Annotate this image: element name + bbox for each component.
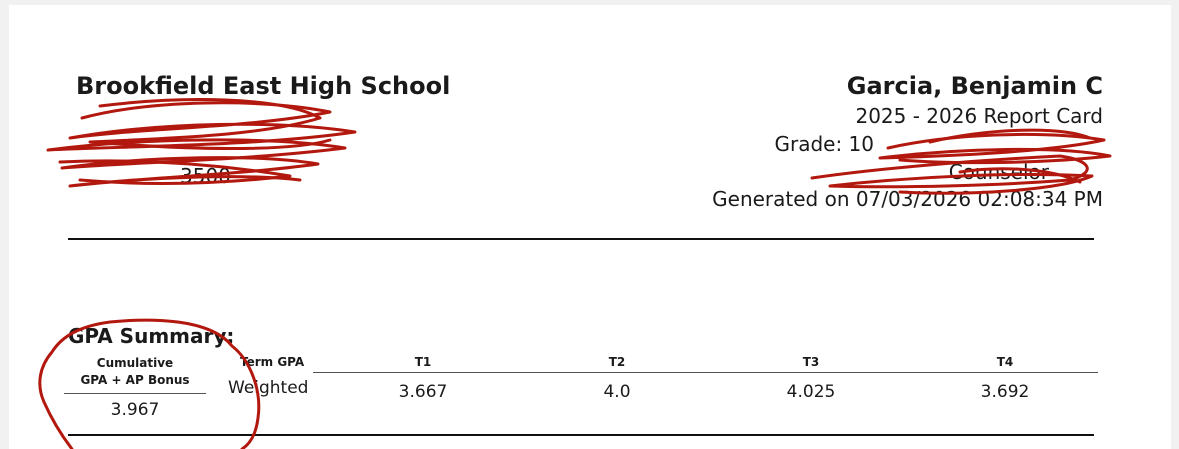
- gpa-section-divider: [68, 434, 1094, 436]
- grade-level: Grade: 10: [774, 132, 874, 156]
- school-phone-fragment: 3500: [180, 164, 231, 188]
- term-value-t4: 3.692: [980, 382, 1030, 402]
- term-header-underline: [313, 372, 1098, 373]
- term-value-t1: 3.667: [398, 382, 448, 402]
- header-divider: [68, 238, 1094, 240]
- term-header-t4: T4: [996, 355, 1014, 369]
- generated-timestamp: Generated on 07/03/2026 02:08:34 PM: [712, 187, 1103, 211]
- counselor-label: Counselor: [948, 160, 1049, 184]
- cumulative-gpa-value: 3.967: [110, 400, 160, 420]
- term-header-t2: T2: [608, 355, 626, 369]
- weighted-row-label: Weighted: [228, 378, 309, 398]
- student-name: Garcia, Benjamin C: [846, 72, 1103, 100]
- term-header-t3: T3: [802, 355, 820, 369]
- school-name: Brookfield East High School: [76, 72, 451, 100]
- cumulative-header-line2: GPA + AP Bonus: [80, 373, 190, 387]
- cumulative-header-underline: [64, 393, 206, 394]
- gpa-summary-title: GPA Summary:: [68, 324, 235, 348]
- report-card-title: 2025 - 2026 Report Card: [855, 104, 1103, 128]
- term-gpa-header: Term GPA: [240, 355, 305, 369]
- cumulative-header-line1: Cumulative: [96, 356, 174, 370]
- cumulative-gpa-header: Cumulative GPA + AP Bonus: [64, 355, 206, 389]
- term-header-t1: T1: [414, 355, 432, 369]
- term-value-t2: 4.0: [603, 382, 631, 402]
- term-value-t3: 4.025: [786, 382, 836, 402]
